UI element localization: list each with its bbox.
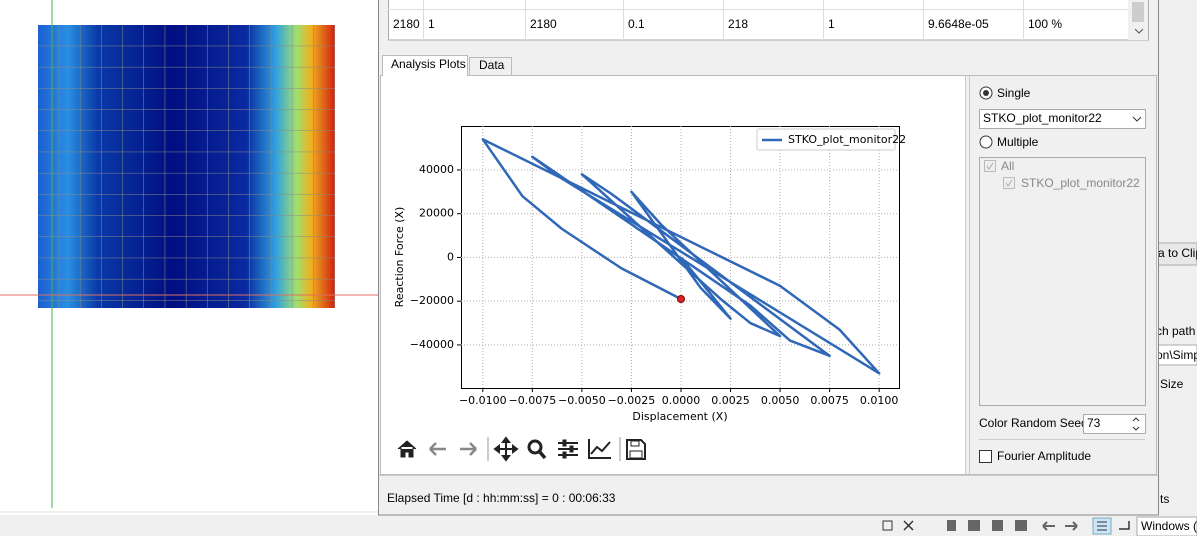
plot-toolbar: [397, 436, 646, 462]
current-point: [676, 294, 685, 303]
dropdown-text: STKO_plot_monitor22: [983, 111, 1102, 125]
chart: −0.0100 −0.0075 −0.0050 −0.0025 0.0000 0.0025…: [393, 126, 906, 423]
y-tick-label: −20000: [410, 294, 454, 307]
save-button[interactable]: [626, 439, 646, 460]
heatmap-grid: [38, 25, 335, 308]
legend-label: STKO_plot_monitor22: [788, 133, 906, 146]
scroll-thumb[interactable]: [1132, 2, 1144, 22]
radio-label: Multiple: [997, 135, 1039, 149]
taskbar-text: Windows (C: [1141, 519, 1197, 533]
spin-value: 73: [1087, 416, 1101, 430]
legend-box: [756, 128, 896, 151]
table-cell: 1: [828, 17, 835, 31]
radio-label: Single: [997, 86, 1031, 100]
table-cell: 1: [428, 17, 435, 31]
table-cell: 0.1: [628, 17, 645, 31]
list-item: STKO_plot_monitor22: [1021, 176, 1140, 190]
input-text: on\Simpl: [1156, 348, 1197, 362]
radio[interactable]: [979, 135, 993, 149]
back-button[interactable]: [429, 442, 446, 456]
x-tick-label: −0.0050: [558, 394, 606, 407]
x-tick-label: 0.0050: [761, 394, 800, 407]
pan-button[interactable]: [493, 436, 519, 462]
x-tick-label: 0.0075: [810, 394, 849, 407]
status-text: Elapsed Time [d : hh:mm:ss] = 0 : 00:06:…: [387, 491, 616, 505]
tab[interactable]: [469, 57, 512, 76]
dropdown[interactable]: [979, 109, 1146, 129]
x-tick-label: −0.0100: [459, 394, 507, 407]
table: [388, 0, 1149, 41]
x-tick-label: 0.0025: [711, 394, 750, 407]
spin-box[interactable]: [1083, 414, 1146, 434]
tab-label: Data: [479, 58, 505, 72]
configure-button[interactable]: [558, 442, 578, 456]
label: Size: [1160, 377, 1184, 391]
y-tick-label: −40000: [410, 338, 454, 351]
list-item: All: [1001, 159, 1014, 173]
checkbox[interactable]: [1003, 177, 1015, 189]
data-line: [481, 138, 881, 375]
x-tick-label: −0.0025: [608, 394, 656, 407]
taskbar: [0, 515, 1197, 536]
checkbox-label: Fourier Amplitude: [997, 449, 1091, 463]
axes-button[interactable]: [588, 439, 611, 459]
button-label: a to Clip: [1158, 246, 1197, 260]
x-tick-label: −0.0075: [508, 394, 556, 407]
table-cell: 2180: [530, 17, 557, 31]
table-cell: 100 %: [1028, 17, 1062, 31]
label: Color Random Seed:: [979, 416, 1091, 430]
zoom-button[interactable]: [527, 439, 543, 455]
tab-label: Analysis Plots: [391, 57, 466, 71]
scroll-arrow[interactable]: [1134, 28, 1144, 34]
checkbox[interactable]: [979, 450, 992, 463]
checkbox[interactable]: [984, 160, 996, 172]
label: ts: [1160, 492, 1169, 506]
x-tick-label: 0.0000: [662, 394, 701, 407]
y-tick-label: 40000: [419, 163, 454, 176]
y-axis-label: Reaction Force (X): [393, 207, 406, 308]
toolbar-icons: [882, 517, 1130, 535]
table-cell: 2180: [393, 17, 420, 31]
forward-button[interactable]: [460, 442, 477, 456]
x-axis-label: Displacement (X): [632, 410, 727, 423]
table-cell: 218: [728, 17, 748, 31]
home-button[interactable]: [397, 440, 417, 458]
list-box: [979, 157, 1146, 406]
y-tick-label: 20000: [419, 207, 454, 220]
table-cell: 9.6648e-05: [928, 17, 989, 31]
y-tick-label: 0: [447, 250, 454, 263]
x-tick-label: 0.0100: [860, 394, 899, 407]
label: ch path l: [1156, 324, 1197, 338]
